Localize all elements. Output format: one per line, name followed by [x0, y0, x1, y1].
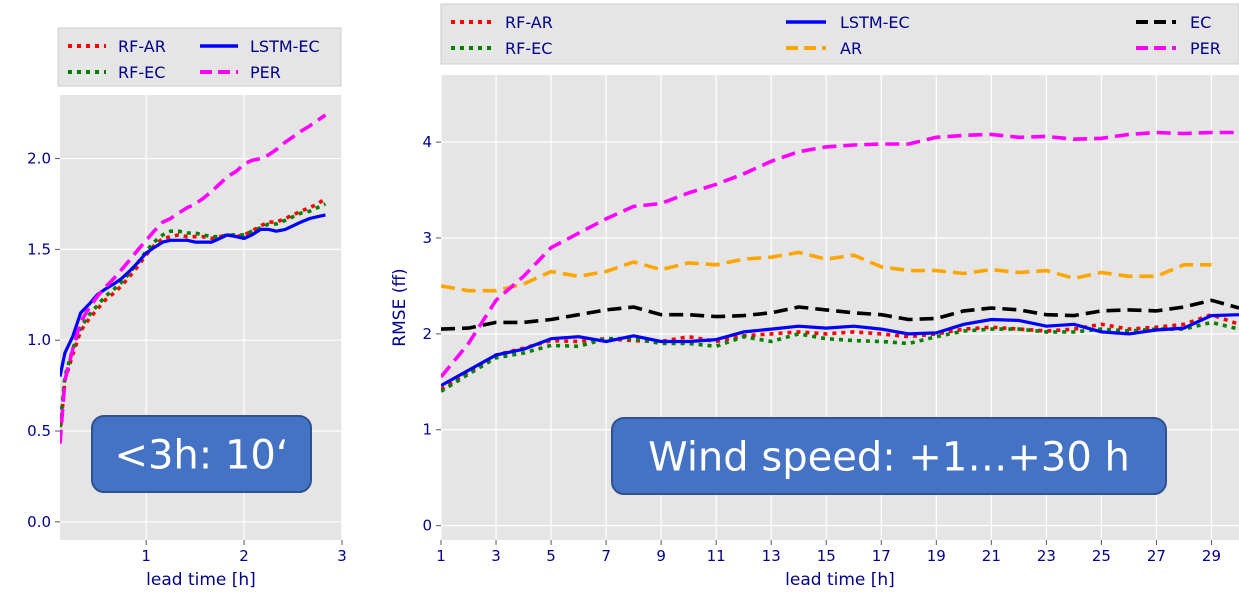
y-tick-label: 1.0 — [27, 331, 51, 349]
x-tick-label: 23 — [1037, 547, 1056, 565]
legend-label-rf-ar: RF-AR — [505, 13, 553, 32]
x-tick-label: 17 — [872, 547, 891, 565]
y-tick-label: 2.0 — [27, 150, 51, 168]
x-tick-label: 7 — [601, 547, 611, 565]
x-tick-label: 3 — [491, 547, 501, 565]
x-axis-label: lead time [h] — [785, 570, 895, 590]
legend-frame — [440, 3, 1239, 65]
legend: RF-AR LSTM-EC RF-EC PER — [57, 27, 342, 87]
series-line-ar — [441, 250, 1212, 293]
y-tick-label: 0.5 — [27, 422, 51, 440]
series-group — [60, 113, 327, 444]
legend-label-lstm-ec: LSTM-EC — [840, 13, 910, 32]
series-line-rf-ar — [441, 312, 1239, 392]
x-tick-label: 11 — [707, 547, 726, 565]
series-line-ec — [441, 298, 1239, 331]
chart-short-range: 1 2 3 0.0 0.5 1.0 1.5 2.0 lead time [h] RF-AR LSTM… — [27, 27, 347, 590]
x-tick-label: 13 — [762, 547, 781, 565]
annotation-text: <3h: 10‘ — [114, 432, 288, 478]
x-tick-label: 5 — [546, 547, 556, 565]
legend-label-ec: EC — [1190, 13, 1211, 32]
x-tick-label: 9 — [656, 547, 666, 565]
legend-label-per: PER — [250, 63, 281, 82]
legend-label-rf-ec: RF-EC — [505, 39, 552, 58]
x-axis-label: lead time [h] — [146, 570, 256, 590]
y-tick-label: 2 — [422, 325, 432, 343]
y-tick-label: 0.0 — [27, 513, 51, 531]
x-tick-label: 2 — [239, 547, 249, 565]
legend-frame — [57, 27, 342, 87]
x-tick-label: 27 — [1147, 547, 1166, 565]
x-tick-label: 3 — [337, 547, 347, 565]
series-line-per — [60, 113, 327, 444]
x-tick-label: 19 — [927, 547, 946, 565]
annotation-box: Wind speed: +1…+30 h — [611, 417, 1167, 495]
y-tick-label: 0 — [422, 517, 432, 535]
legend-label-per: PER — [1190, 39, 1221, 58]
annotation-box: <3h: 10‘ — [91, 415, 312, 493]
series-group — [441, 130, 1239, 393]
series-line-per — [441, 130, 1239, 379]
annotation-background — [611, 417, 1167, 495]
x-tick-label: 25 — [1092, 547, 1111, 565]
x-tick-label: 1 — [141, 547, 151, 565]
series-line-rf-ec — [60, 202, 327, 428]
series-line-rf-ec — [441, 320, 1239, 393]
legend-label-rf-ec: RF-EC — [118, 63, 165, 82]
y-tick-label: 1 — [422, 421, 432, 439]
legend-label-lstm-ec: LSTM-EC — [250, 37, 320, 56]
y-tick-label: 3 — [422, 229, 432, 247]
legend: RF-AR LSTM-EC EC RF-EC AR PER — [440, 3, 1239, 65]
y-tick-label: 1.5 — [27, 240, 51, 258]
annotation-background — [91, 415, 312, 493]
y-tick-label: 4 — [422, 133, 432, 151]
x-tick-label: 21 — [982, 547, 1001, 565]
legend-label-ar: AR — [840, 39, 862, 58]
legend-label-rf-ar: RF-AR — [118, 37, 166, 56]
x-tick-label: 29 — [1202, 547, 1221, 565]
y-axis-label: RMSE (ff) — [390, 268, 410, 346]
x-tick-label: 1 — [436, 547, 446, 565]
series-line-lstm-ec — [441, 313, 1239, 387]
series-line-rf-ar — [60, 197, 327, 435]
x-tick-label: 15 — [817, 547, 836, 565]
annotation-text: Wind speed: +1…+30 h — [648, 434, 1130, 480]
